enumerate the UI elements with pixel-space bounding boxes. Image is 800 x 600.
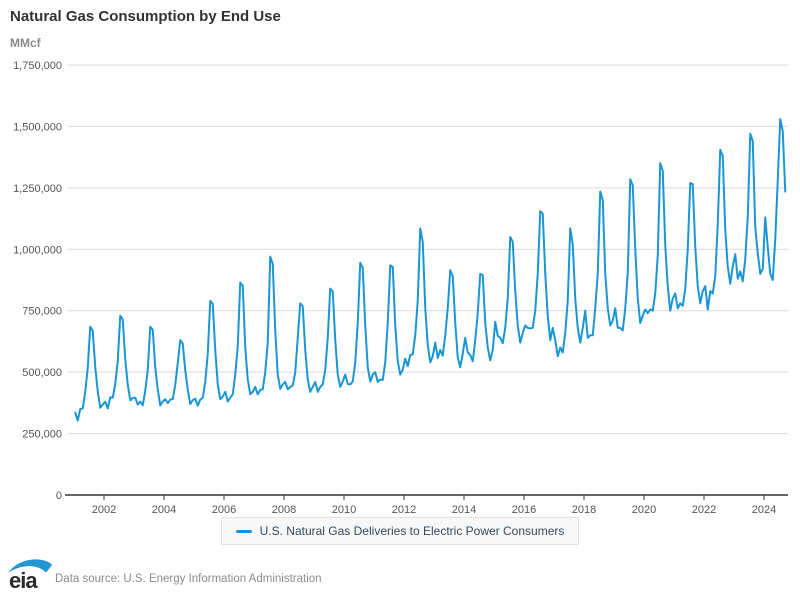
y-tick-label: 1,750,000 — [13, 60, 62, 72]
y-tick-label: 1,000,000 — [13, 244, 62, 256]
legend-item-electric-power[interactable]: U.S. Natural Gas Deliveries to Electric … — [220, 517, 580, 545]
x-tick-label: 2016 — [512, 504, 536, 516]
legend-line-swatch — [235, 529, 252, 533]
y-axis-units-label: MMcf — [10, 36, 41, 50]
x-tick-label: 2006 — [212, 504, 236, 516]
x-tick-label: 2002 — [92, 504, 116, 516]
x-tick-label: 2008 — [272, 504, 296, 516]
y-tick-label: 750,000 — [22, 306, 62, 318]
x-tick-label: 2020 — [632, 504, 656, 516]
x-tick-label: 2018 — [572, 504, 596, 516]
chart-plot: 0 250,000 500,000 750,000 1,000,000 1,250,000… — [13, 60, 788, 516]
x-tick-label: 2004 — [152, 504, 176, 516]
data-source-text: Data source: U.S. Energy Information Adm… — [55, 573, 322, 585]
series-line-electric-power[interactable] — [74, 118, 787, 422]
x-tick-label: 2012 — [392, 504, 416, 516]
eia-logo-swoosh-icon — [8, 559, 52, 573]
x-tick-label: 2024 — [752, 504, 776, 516]
x-tick-label: 2022 — [692, 504, 716, 516]
y-tick-label: 500,000 — [22, 367, 62, 379]
eia-logo: eia — [8, 559, 52, 593]
x-tick-label: 2010 — [332, 504, 356, 516]
y-tick-label: 1,500,000 — [13, 121, 62, 133]
legend-label: U.S. Natural Gas Deliveries to Electric … — [259, 524, 565, 538]
eia-logo-text: eia — [9, 568, 38, 593]
y-tick-label: 250,000 — [22, 429, 62, 441]
legend: U.S. Natural Gas Deliveries to Electric … — [0, 517, 800, 545]
chart-title: Natural Gas Consumption by End Use — [10, 8, 281, 25]
y-tick-label: 0 — [56, 490, 62, 502]
y-tick-label: 1,250,000 — [13, 183, 62, 195]
x-tick-label: 2014 — [452, 504, 476, 516]
